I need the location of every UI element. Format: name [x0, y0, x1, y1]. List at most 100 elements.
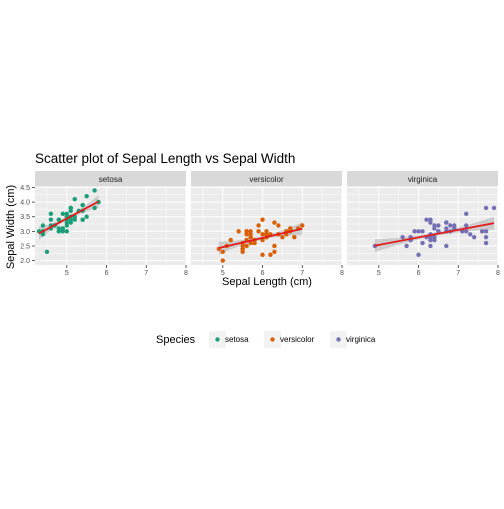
data-point — [452, 226, 457, 231]
y-axis-label: Sepal Width (cm) — [5, 185, 17, 269]
data-point — [272, 249, 277, 255]
data-point — [420, 240, 425, 246]
data-point — [444, 220, 449, 225]
legend-label: versicolor — [280, 335, 315, 344]
data-point — [300, 223, 305, 228]
data-point — [400, 235, 405, 240]
data-point — [260, 232, 265, 237]
data-point — [60, 226, 66, 231]
y-tick-label: 3.5 — [20, 214, 30, 221]
strip-background — [347, 171, 498, 186]
data-point — [40, 223, 46, 228]
data-point — [220, 258, 225, 263]
y-axis: 2.0 2.5 3.0 3.5 4.0 4.5 — [20, 185, 35, 265]
y-tick-label: 3.0 — [20, 229, 30, 236]
legend-label: setosa — [225, 335, 249, 344]
data-point — [44, 249, 50, 255]
data-point — [68, 217, 73, 222]
data-point — [56, 229, 62, 234]
x-tick-label: 5 — [221, 270, 225, 277]
data-point — [84, 214, 89, 219]
data-point — [268, 252, 273, 257]
data-point — [84, 194, 89, 199]
x-tick-label: 5 — [65, 270, 69, 277]
data-point — [471, 235, 477, 240]
x-axis-label: Sepal Length (cm) — [222, 276, 312, 288]
data-point — [236, 229, 241, 234]
x-tick-label: 6 — [105, 270, 109, 277]
data-point — [448, 223, 453, 228]
x-tick-label: 8 — [496, 270, 500, 277]
x-tick-label: 6 — [417, 270, 421, 277]
data-point — [48, 211, 54, 216]
data-point — [467, 232, 473, 237]
legend-marker — [336, 337, 341, 342]
data-point — [483, 240, 489, 246]
data-point — [404, 243, 409, 249]
data-point — [228, 237, 233, 243]
strip-label: setosa — [99, 175, 123, 184]
data-point — [220, 249, 225, 255]
data-point — [432, 235, 437, 240]
legend-label: virginica — [346, 335, 376, 344]
data-point — [92, 188, 97, 193]
data-point — [420, 229, 425, 234]
data-point — [60, 211, 66, 216]
legend: Species setosa versicolor virginica — [156, 331, 376, 348]
strip-label: virginica — [408, 175, 438, 184]
data-point — [256, 223, 261, 228]
data-point — [256, 229, 261, 234]
x-tick-label: 6 — [261, 270, 265, 277]
data-point — [428, 217, 433, 222]
legend-marker — [270, 337, 275, 342]
panel-setosa: setosa 5 6 7 8 — [35, 171, 188, 277]
fit-line — [218, 227, 303, 249]
panel-versicolor: versicolor 5 6 7 8 — [191, 171, 344, 277]
x-tick-label: 7 — [144, 270, 148, 277]
data-point — [68, 205, 73, 211]
data-point — [272, 220, 277, 225]
data-point — [479, 229, 485, 234]
x-tick-label: 7 — [456, 270, 460, 277]
data-point — [464, 211, 469, 216]
panel-background — [191, 186, 342, 265]
data-point — [412, 229, 417, 234]
data-point — [432, 226, 437, 231]
data-point — [464, 223, 469, 228]
data-point — [72, 196, 77, 202]
data-point — [416, 229, 421, 234]
strip-background — [191, 171, 342, 186]
fit-line — [374, 222, 495, 247]
data-point — [464, 229, 469, 234]
data-point — [436, 223, 441, 228]
data-point — [48, 217, 54, 222]
data-point — [483, 229, 489, 234]
x-tick-label: 8 — [340, 270, 344, 277]
data-point — [416, 252, 421, 257]
data-point — [272, 243, 277, 249]
data-point — [260, 217, 265, 222]
data-point — [80, 217, 85, 222]
x-tick-label: 7 — [300, 270, 304, 277]
data-point — [424, 217, 429, 222]
data-point — [444, 243, 449, 249]
data-point — [72, 217, 77, 222]
panel-virginica: virginica 5 6 7 8 — [347, 171, 500, 277]
facet-panels: setosa 5 6 7 8 versicolor 5 6 7 8 virginica 5 6 7 8 — [35, 171, 500, 277]
data-point — [428, 243, 433, 249]
fit-line — [38, 200, 100, 235]
data-point — [436, 229, 441, 234]
data-point — [64, 229, 69, 234]
data-point — [292, 235, 297, 240]
y-tick-label: 4.0 — [20, 200, 30, 207]
data-point — [248, 235, 253, 240]
y-tick-label: 4.5 — [20, 185, 30, 192]
data-point — [260, 252, 265, 257]
data-point — [276, 223, 281, 228]
data-point — [80, 202, 85, 208]
data-point — [248, 240, 253, 246]
data-point — [491, 205, 497, 211]
data-point — [280, 235, 285, 240]
data-point — [56, 217, 62, 222]
